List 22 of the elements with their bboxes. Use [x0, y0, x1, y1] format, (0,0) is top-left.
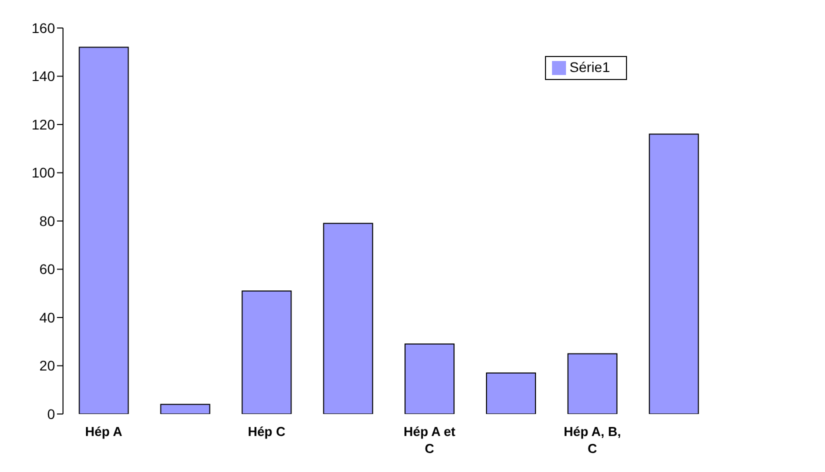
x-tick-label: Hép A [85, 424, 123, 439]
x-tick-label: Hép A, B, C [564, 424, 622, 456]
bar [567, 353, 618, 414]
x-tick-label: Hép A et C [404, 424, 456, 456]
x-tick-label: Hép C [248, 424, 286, 439]
y-tick-label: 120 [32, 116, 56, 132]
y-tick-label: 40 [39, 309, 56, 326]
y-tick-label: 80 [39, 212, 56, 229]
bar [486, 372, 536, 414]
bar [404, 344, 455, 414]
y-tick-label: 0 [47, 406, 56, 422]
legend-label: Série1 [570, 59, 610, 75]
y-tick-label: 20 [39, 358, 56, 374]
bar [160, 404, 210, 414]
bar [648, 134, 699, 414]
y-tick-label: 140 [32, 68, 56, 84]
bar [78, 46, 129, 414]
bar [242, 290, 292, 414]
y-tick-label: 60 [39, 261, 56, 278]
y-tick-label: 100 [32, 164, 56, 181]
bar [323, 222, 374, 414]
y-tick-label: 160 [32, 20, 56, 36]
